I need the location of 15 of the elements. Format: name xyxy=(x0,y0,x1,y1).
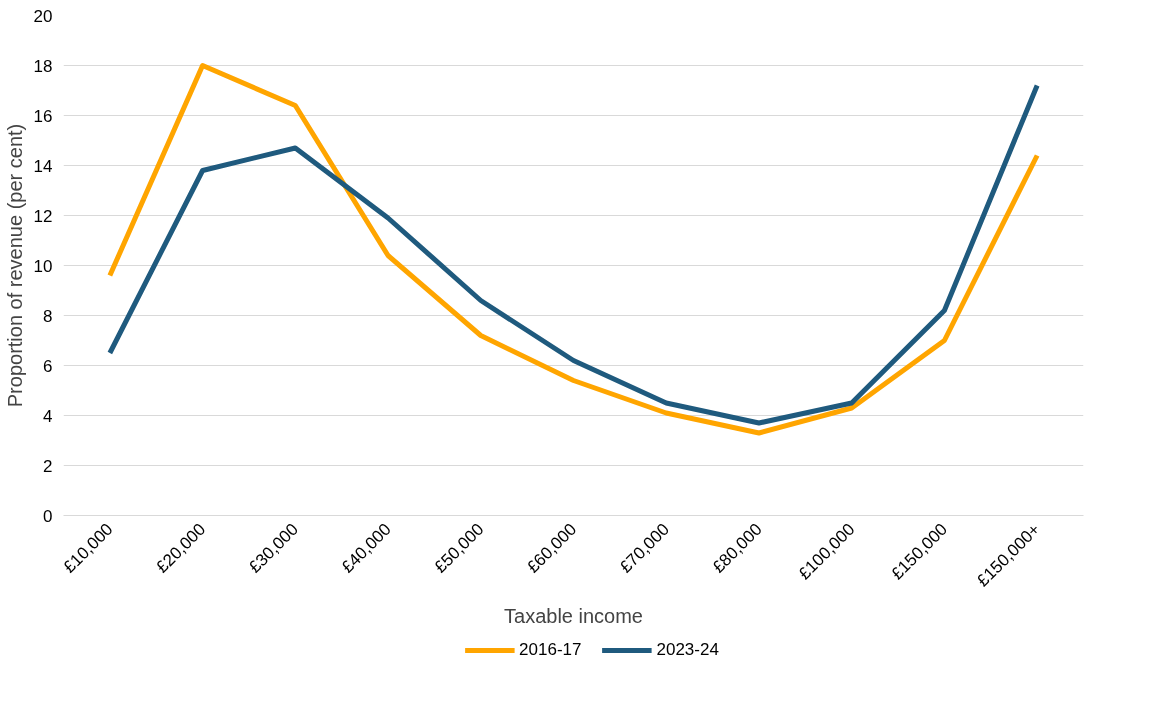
y-tick-label: 0 xyxy=(43,506,53,526)
legend-label: 2016-17 xyxy=(519,640,582,660)
y-tick-label: 4 xyxy=(43,406,53,426)
x-axis-title: Taxable income xyxy=(504,605,643,628)
y-tick-label: 12 xyxy=(33,206,53,226)
y-tick-label: 16 xyxy=(33,106,53,126)
y-tick-label: 20 xyxy=(33,6,53,26)
legend-label: 2023-24 xyxy=(656,640,719,660)
y-tick-label: 10 xyxy=(33,256,53,276)
y-tick-label: 2 xyxy=(43,456,53,476)
y-tick-label: 6 xyxy=(43,356,53,376)
y-tick-label: 8 xyxy=(43,306,53,326)
y-tick-label: 18 xyxy=(33,56,53,76)
y-axis-title: Proportion of revenue (per cent) xyxy=(3,123,26,408)
y-tick-label: 14 xyxy=(33,156,53,176)
